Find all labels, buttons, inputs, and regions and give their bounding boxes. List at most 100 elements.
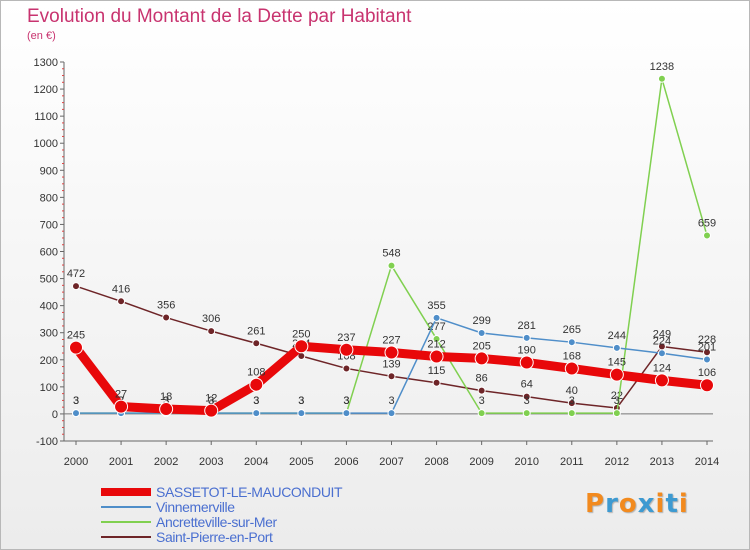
data-label: 3 [524,395,530,407]
data-label: 3 [298,395,304,407]
data-point [477,328,486,337]
data-point [477,409,486,418]
proxiti-logo: Proxiti [585,489,689,519]
logo-letter: i [655,489,666,519]
data-point [432,313,441,322]
y-tick-label: 300 [40,328,58,340]
data-point [72,282,80,291]
data-point [342,409,351,418]
data-label: 249 [653,329,671,341]
data-label: 3 [343,395,349,407]
data-label: 472 [67,268,85,280]
data-label: 212 [427,339,445,351]
data-label: 3 [253,395,259,407]
logo-letter: x [637,489,656,519]
data-label: 145 [608,357,626,369]
data-label: 3 [253,395,259,407]
data-point [384,345,399,360]
data-label: 108 [247,367,265,379]
data-point [429,349,444,364]
data-point [294,339,309,354]
data-label: 3 [298,395,304,407]
data-label: 355 [427,300,445,312]
y-tick-label: 0 [52,409,58,421]
legend-label: SASSETOT-LE-MAUCONDUIT [156,484,343,500]
chart-title: Evolution du Montant de la Dette par Hab… [27,6,412,27]
x-tick-label: 2014 [695,456,719,468]
logo-letter: P [585,489,606,519]
data-point [567,338,576,347]
x-tick-label: 2005 [289,456,313,468]
data-point [204,403,219,418]
data-point [387,409,396,418]
data-label: 139 [382,358,400,370]
data-point [703,355,711,364]
logo-letter: i [678,489,689,519]
y-tick-label: 500 [40,274,58,286]
data-label: 3 [73,395,79,407]
legend-swatch [101,536,151,538]
data-label: 1238 [650,61,674,73]
y-tick-label: 400 [40,301,58,313]
data-point [609,367,624,382]
data-point [612,409,621,418]
x-tick-label: 2009 [469,456,493,468]
data-point [519,355,534,370]
data-label: 27 [115,389,127,401]
legend-label: Ancretteville-sur-Mer [156,514,277,530]
data-label: 250 [292,328,310,340]
x-tick-label: 2004 [244,456,268,468]
data-point [162,313,171,322]
data-point [567,409,576,418]
data-point [387,372,396,381]
legend-swatch [101,488,151,496]
data-label: 115 [428,365,446,377]
data-point [432,378,441,387]
data-point [249,377,264,392]
data-point [159,402,174,417]
data-label: 3 [343,395,349,407]
logo-letter: o [618,489,638,519]
data-point [252,409,261,418]
data-label: 86 [476,373,488,385]
data-point [564,361,579,376]
x-tick-label: 2006 [334,456,358,468]
y-tick-label: 600 [40,247,58,259]
data-label: 299 [472,315,490,327]
data-point [522,409,531,418]
data-label: 18 [160,391,172,403]
data-label: 237 [337,332,355,344]
data-point [387,261,396,270]
data-point [342,364,351,373]
data-point [657,74,666,83]
data-label: 3 [569,395,575,407]
data-point [69,340,83,355]
data-point [700,378,714,393]
data-point [477,386,486,395]
x-tick-label: 2013 [650,456,674,468]
data-label: 124 [653,362,671,374]
data-label: 659 [698,218,716,230]
data-point [474,351,489,366]
y-tick-label: 200 [40,355,58,367]
data-label: 416 [112,283,130,295]
data-label: 201 [698,342,716,354]
data-label: 3 [208,395,214,407]
chart-unit: (en €) [27,30,56,42]
x-tick-label: 2001 [109,456,133,468]
series-3: 4724163563062612141681391158664402224922… [67,268,716,412]
y-tick-label: 100 [40,382,58,394]
legend-swatch [101,521,151,523]
data-label: 40 [566,385,578,397]
data-label: 3 [208,395,214,407]
data-label: 3 [388,395,394,407]
data-point [117,297,126,306]
data-point [114,399,129,414]
data-point [339,342,354,357]
x-tick-label: 2007 [379,456,403,468]
data-label: 106 [698,367,716,379]
data-label: 265 [563,324,581,336]
x-tick-label: 2008 [424,456,448,468]
data-point [567,399,576,408]
